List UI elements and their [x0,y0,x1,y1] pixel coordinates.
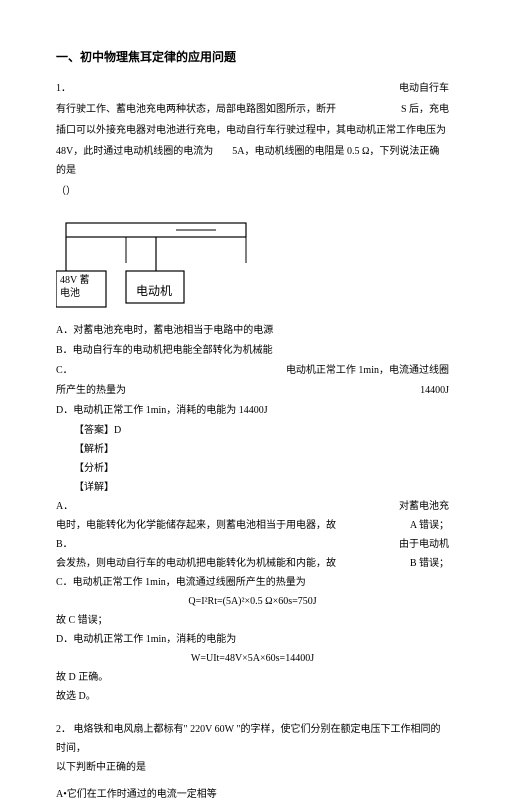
sol-d-right: 故 D 正确。 [56,668,449,687]
option-c-left: C． [56,361,73,380]
sol-a-right: 对蓄电池充 [399,497,449,516]
q1-r2: S 后，充电 [401,100,449,119]
jiexi-label: 【解析】 [56,440,449,459]
sol-d1: D．电动机正常工作 1min，消耗的电能为 [56,630,449,649]
q2-option-a: A•它们在工作时通过的电流一定相等 [56,785,449,804]
formula-w: W=UIt=48V×5A×60s=14400J [56,649,449,668]
q1-l2: 有行驶工作、蓄电池充电两种状态，局部电路图如图所示，断开 [56,100,336,119]
q1-l5: （） [56,182,449,201]
sol-b-right: 由于电动机 [399,535,449,554]
option-c-line2-left: 所产生的热量为 [56,381,126,400]
solution-block: 【答案】D 【解析】 【分析】 【详解】 A． 对蓄电池充 电时，电能转化为化学… [56,421,449,706]
circuit-diagram: 48V 蓄 电池 电动机 [56,217,256,309]
sol-final: 故选 D。 [56,687,449,706]
xiangjie-label: 【详解】 [56,478,449,497]
options-1: A．对蓄电池充电时，蓄电池相当于电路中的电源 B．电动自行车的电动机把电能全部转… [56,321,449,420]
option-d: D．电动机正常工作 1min，消耗的电能为 14400J [56,401,449,420]
sol-b-left: B． [56,535,73,554]
sol-b2-right: B 错误； [410,554,449,573]
question-2: 2． 电烙铁和电风扇上都标有" 220V 60W "的字样，使它们分别在额定电压… [56,720,449,804]
q2-line2: 以下判断中正确的是 [56,758,449,777]
q1-num: 1． [56,79,71,98]
option-b: B．电动自行车的电动机把电能全部转化为机械能 [56,341,449,360]
sol-a-left: A． [56,497,73,516]
option-c-right: 电动机正常工作 1min，电流通过线圈 [286,361,449,380]
q1-l4a: 48V，此时通过电动机线圈的电流为 [56,146,213,157]
battery-label-top: 48V 蓄 [60,275,90,286]
formula-q: Q=I²Rt=(5A)²×0.5 Ω×60s=750J [56,592,449,611]
q1-l3: 插口可以外接充电器对电池进行充电，电动自行车行驶过程中，其电动机正常工作电压为 [56,121,449,140]
battery-label-bot: 电池 [60,288,80,299]
option-a: A．对蓄电池充电时，蓄电池相当于电路中的电源 [56,321,449,340]
fenxi-label: 【分析】 [56,459,449,478]
option-c-line2-right: 14400J [420,381,449,400]
sol-a2-left: 电时，电能转化为化学能储存起来，则蓄电池相当于用电器，故 [56,516,336,535]
section-title: 一、初中物理焦耳定律的应用问题 [56,46,449,69]
sol-c1: C．电动机正常工作 1min，电流通过线圈所产生的热量为 [56,573,449,592]
question-1: 1． 电动自行车 有行驶工作、蓄电池充电两种状态，局部电路图如图所示，断开 S … [56,79,449,201]
answer-line: 【答案】D [56,421,449,440]
q2-line1: 2． 电烙铁和电风扇上都标有" 220V 60W "的字样，使它们分别在额定电压… [56,720,449,758]
motor-label: 电动机 [136,280,172,303]
sol-b2-left: 会发热，则电动自行车的电动机把电能转化为机械能和内能，故 [56,554,336,573]
sol-a2-right: A 错误； [410,516,449,535]
q1-r1: 电动自行车 [399,79,449,98]
sol-c-wrong: 故 C 错误； [56,611,449,630]
